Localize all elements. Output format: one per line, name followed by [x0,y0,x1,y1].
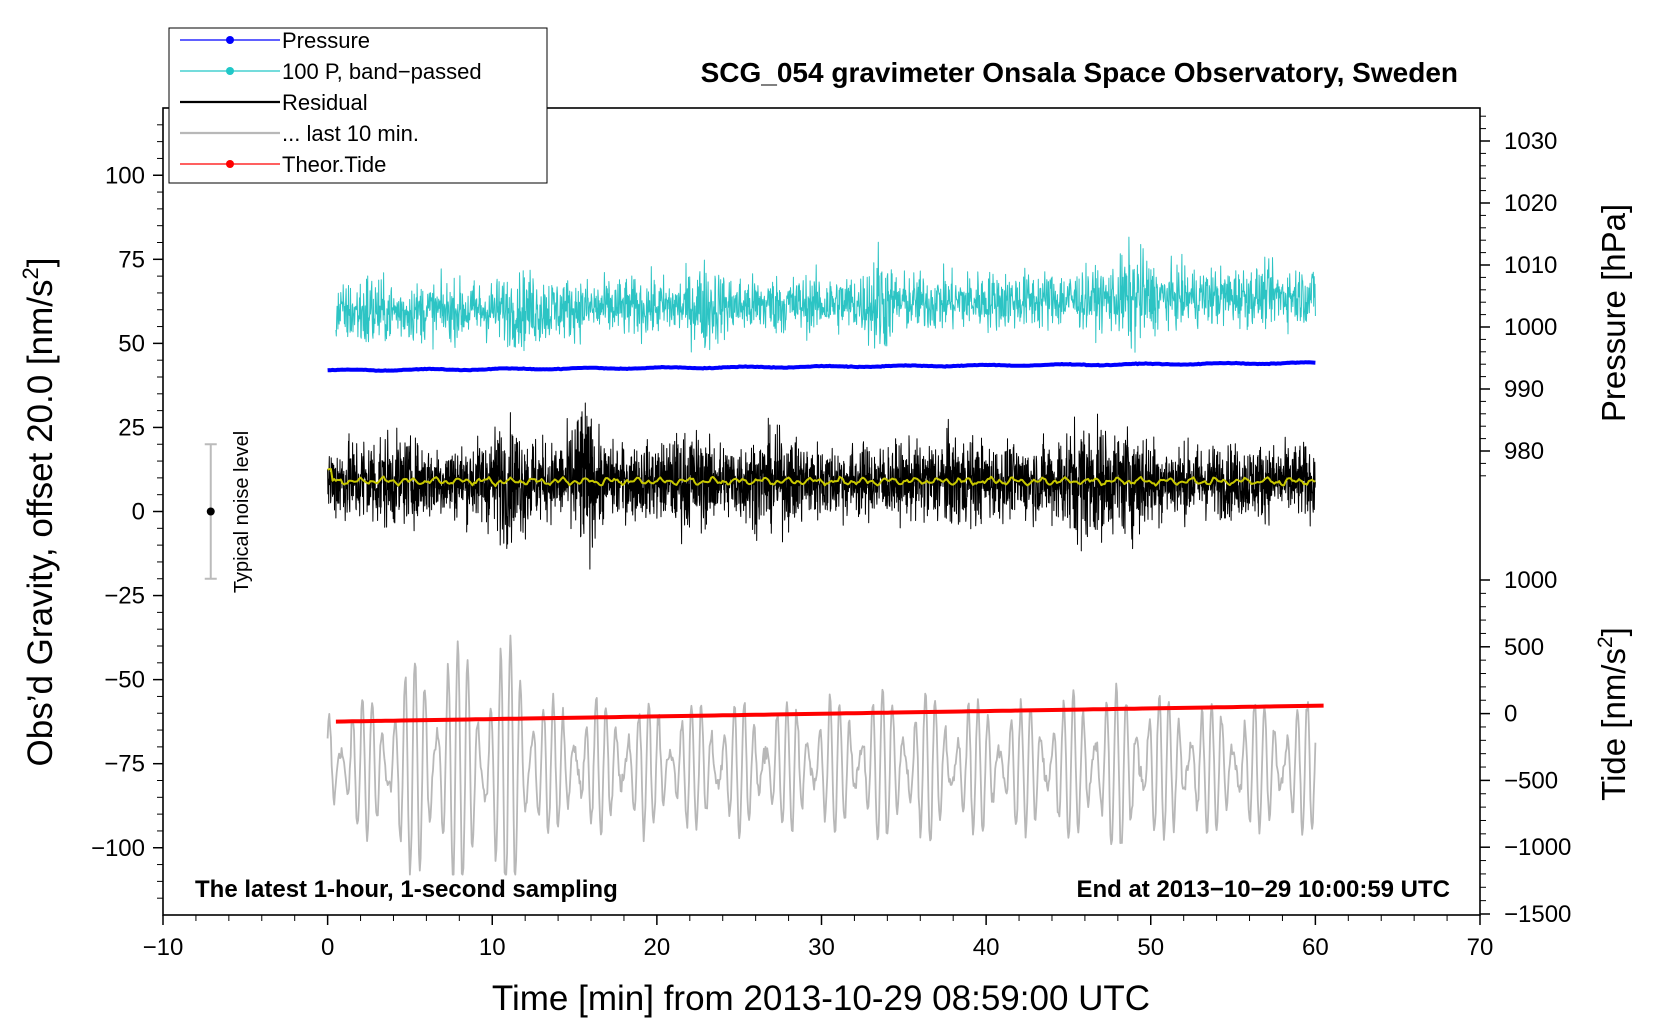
x-tick-label: 60 [1302,934,1329,961]
axis-ticks: −10 0 10 20 30 40 50 60 701007550250−25−50−75−10… [91,115,1571,961]
x-tick-label: 20 [644,934,671,961]
legend: Pressure 100 P, band−passed Residual ... la… [168,27,548,184]
series-theor-tide [335,703,1324,724]
legend-label: ... last 10 min. [282,121,419,146]
y-tide-tick-label: −500 [1504,767,1558,794]
y-axis-label-left: Obs’d Gravity, offset 20.0 [nm/s2] [18,258,60,767]
legend-label: Pressure [282,28,370,53]
x-tick-label: 0 [321,934,334,961]
y-pressure-tick-label: 1000 [1504,314,1557,341]
y-pressure-tick-label: 1010 [1504,252,1557,279]
y-pressure-tick-label: 1020 [1504,190,1557,217]
plot-frame [162,107,1481,916]
y-tide-tick-label: 1000 [1504,567,1557,594]
legend-label: Residual [282,90,368,115]
y-left-tick-label: 50 [118,330,145,357]
y-pressure-tick-label: 990 [1504,376,1544,403]
x-axis-label: Time [min] from 2013-10-29 08:59:00 UTC [492,979,1150,1018]
x-tick-label: 30 [808,934,835,961]
legend-marker [226,36,234,44]
series-residual-smoothed [327,468,1316,488]
y-left-tick-label: 100 [105,162,145,189]
legend-label: Theor.Tide [282,152,386,177]
series-last-10-min [326,634,1317,876]
y-left-tick-label: −100 [91,835,145,862]
legend-marker [226,67,234,75]
y-left-tick-label: 25 [118,414,145,441]
legend-marker [226,160,234,168]
annotation-bottom-left: The latest 1-hour, 1-second sampling [195,876,618,903]
y-left-tick-label: −75 [104,751,145,778]
y-tide-tick-label: −1000 [1504,834,1571,861]
y-left-tick-label: 75 [118,246,145,273]
legend-box [168,27,548,184]
x-tick-label: −10 [143,934,184,961]
chart-title: SCG_054 gravimeter Onsala Space Observat… [701,57,1458,88]
annotation-bottom-right: End at 2013−10−29 10:00:59 UTC [1076,876,1450,903]
series-pressure [327,360,1316,373]
noise-bar-center-dot [206,507,215,516]
y-left-tick-label: −50 [104,667,145,694]
noise-bar: Typical noise level [204,431,253,593]
y-tide-tick-label: 0 [1504,701,1517,728]
x-tick-label: 10 [479,934,506,961]
series-residual [327,402,1316,570]
y-left-tick-label: −25 [104,583,145,610]
noise-label: Typical noise level [231,431,253,593]
y-pressure-tick-label: 1030 [1504,128,1557,155]
y-pressure-tick-label: 980 [1504,438,1544,465]
x-tick-label: 40 [973,934,1000,961]
legend-label: 100 P, band−passed [282,59,482,84]
series-lines [326,236,1324,876]
x-tick-label: 70 [1467,934,1494,961]
x-tick-label: 50 [1137,934,1164,961]
y-tide-tick-label: 500 [1504,634,1544,661]
y-axis-label-tide: Tide [nm/s2] [1594,627,1632,801]
y-left-tick-label: 0 [132,499,145,526]
y-axis-label-pressure: Pressure [hPa] [1595,204,1632,422]
y-tide-tick-label: −1500 [1504,901,1571,928]
series-band-passed-pressure [335,236,1316,353]
